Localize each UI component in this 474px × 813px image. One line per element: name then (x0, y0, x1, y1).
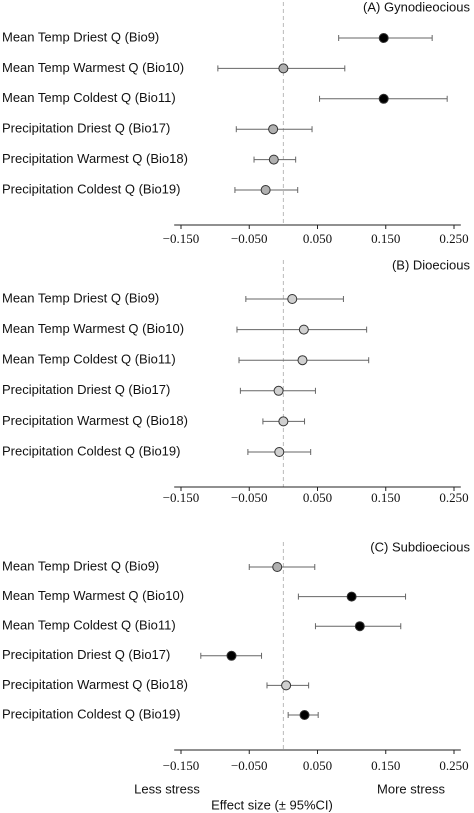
point (268, 124, 279, 135)
category-label: Mean Temp Warmest Q (Bio10) (2, 588, 184, 603)
annotation-left: Less stress (134, 781, 200, 796)
x-tick-label: −0.050 (231, 231, 268, 246)
x-tick-label: 0.050 (303, 758, 332, 773)
x-tick-label: 0.050 (303, 231, 332, 246)
category-label: Precipitation Coldest Q (Bio19) (2, 443, 180, 458)
point (299, 710, 310, 720)
x-tick-label: 0.050 (303, 490, 332, 505)
category-label: Precipitation Warmest Q (Bio18) (2, 413, 188, 428)
x-tick-label: 0.150 (371, 758, 400, 773)
point (378, 93, 389, 104)
category-label: Precipitation Driest Q (Bio17) (2, 647, 170, 662)
category-label: Precipitation Warmest Q (Bio18) (2, 151, 188, 166)
point (273, 385, 284, 396)
x-tick-label: −0.050 (231, 490, 268, 505)
category-label: Precipitation Warmest Q (Bio18) (2, 677, 188, 692)
x-tick-label: −0.150 (163, 231, 200, 246)
category-label: Mean Temp Driest Q (Bio9) (2, 290, 159, 305)
point (274, 447, 285, 457)
point (278, 63, 289, 74)
panel-title: (B) Dioecious (392, 257, 471, 272)
x-axis-label: Effect size (± 95%CI) (211, 797, 333, 812)
category-label: Mean Temp Coldest Q (Bio11) (2, 618, 176, 633)
point (297, 355, 308, 366)
category-label: Mean Temp Warmest Q (Bio10) (2, 321, 184, 336)
point (272, 562, 283, 572)
point (346, 591, 357, 602)
point (354, 621, 365, 632)
point (378, 33, 389, 43)
point (298, 324, 309, 335)
x-tick-label: 0.150 (371, 490, 400, 505)
x-tick-label: 0.250 (439, 758, 468, 773)
point (281, 680, 292, 691)
point (260, 185, 271, 195)
annotation-right: More stress (377, 781, 445, 796)
category-label: Mean Temp Driest Q (Bio9) (2, 558, 159, 573)
panel-title: (A) Gynodieocious (363, 0, 470, 14)
category-label: Precipitation Coldest Q (Bio19) (2, 706, 180, 721)
category-label: Mean Temp Coldest Q (Bio11) (2, 90, 176, 105)
x-tick-label: −0.050 (231, 758, 268, 773)
category-label: Mean Temp Coldest Q (Bio11) (2, 352, 176, 367)
x-tick-label: 0.250 (439, 231, 468, 246)
x-tick-label: −0.150 (163, 758, 200, 773)
panel-title: (C) Subdioecious (370, 539, 470, 554)
category-label: Precipitation Driest Q (Bio17) (2, 382, 170, 397)
point (287, 294, 298, 304)
point (278, 416, 289, 427)
category-label: Precipitation Driest Q (Bio17) (2, 121, 170, 136)
x-tick-label: 0.250 (439, 490, 468, 505)
category-label: Mean Temp Driest Q (Bio9) (2, 29, 159, 44)
category-label: Precipitation Coldest Q (Bio19) (2, 181, 180, 196)
category-label: Mean Temp Warmest Q (Bio10) (2, 60, 184, 75)
x-tick-label: 0.150 (371, 231, 400, 246)
point (226, 650, 237, 661)
x-tick-label: −0.150 (163, 490, 200, 505)
point (268, 154, 279, 165)
